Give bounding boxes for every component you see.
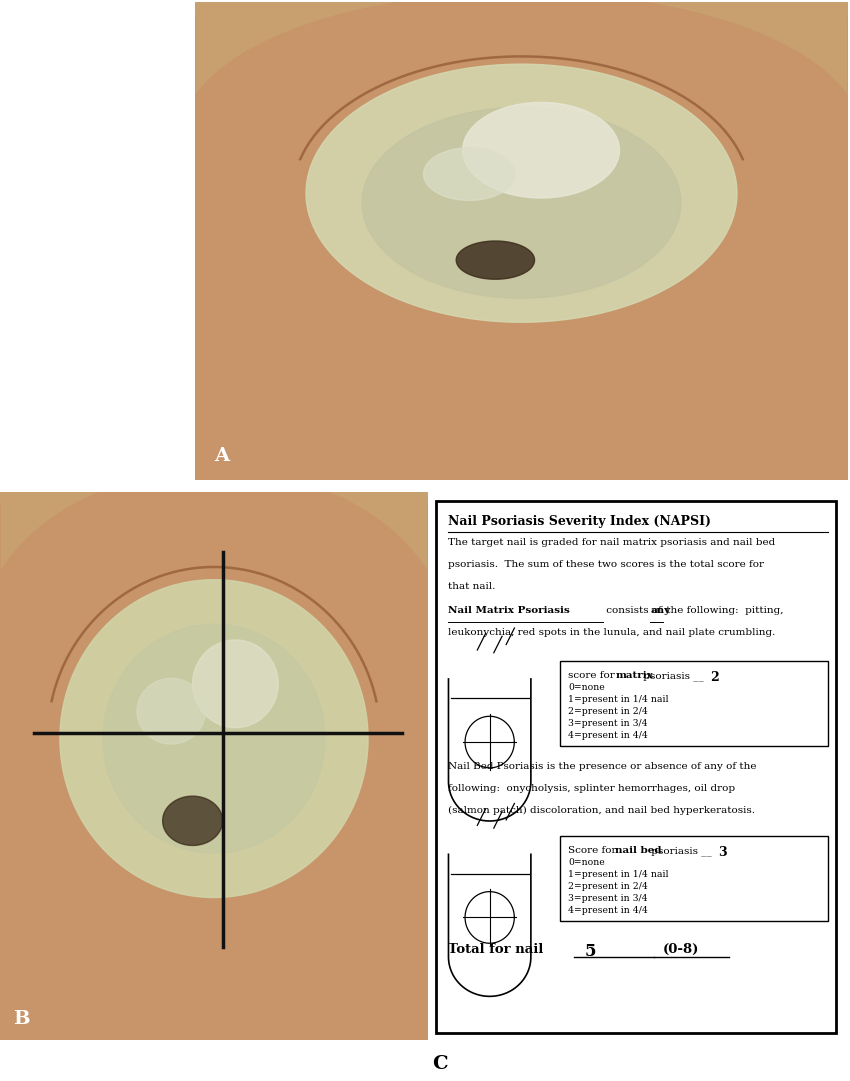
Text: 1=present in 1/4 nail: 1=present in 1/4 nail xyxy=(568,695,669,704)
Text: 5: 5 xyxy=(585,944,596,960)
Text: 2=present in 2/4: 2=present in 2/4 xyxy=(568,882,648,892)
Polygon shape xyxy=(306,64,737,322)
Text: following:  onycholysis, splinter hemorrhages, oil drop: following: onycholysis, splinter hemorrh… xyxy=(449,785,735,793)
Text: C: C xyxy=(432,1055,448,1073)
Text: leukonychia, red spots in the lunula, and nail plate crumbling.: leukonychia, red spots in the lunula, an… xyxy=(449,628,776,637)
FancyBboxPatch shape xyxy=(436,501,836,1032)
Text: A: A xyxy=(214,446,230,465)
Text: (salmon patch) discoloration, and nail bed hyperkeratosis.: (salmon patch) discoloration, and nail b… xyxy=(449,806,756,815)
Bar xyxy=(0,903,428,1040)
Text: Total for nail: Total for nail xyxy=(449,944,544,957)
Polygon shape xyxy=(162,796,223,845)
Polygon shape xyxy=(0,470,450,1040)
Text: psoriasis.  The sum of these two scores is the total score for: psoriasis. The sum of these two scores i… xyxy=(449,560,764,569)
Polygon shape xyxy=(193,640,278,728)
Text: psoriasis __: psoriasis __ xyxy=(649,846,712,856)
Text: nail bed: nail bed xyxy=(615,846,662,855)
Polygon shape xyxy=(103,624,325,853)
Text: B: B xyxy=(13,1010,30,1028)
Text: the following:  pitting,: the following: pitting, xyxy=(663,606,783,615)
Text: 2=present in 2/4: 2=present in 2/4 xyxy=(568,707,648,716)
Bar xyxy=(195,328,848,480)
Text: Nail Matrix Psoriasis: Nail Matrix Psoriasis xyxy=(449,606,570,615)
Text: psoriasis __: psoriasis __ xyxy=(640,671,704,681)
Text: Score for: Score for xyxy=(568,846,620,855)
Text: 1=present in 1/4 nail: 1=present in 1/4 nail xyxy=(568,870,669,879)
FancyBboxPatch shape xyxy=(559,837,828,921)
Text: any: any xyxy=(650,606,671,615)
Text: 4=present in 4/4: 4=present in 4/4 xyxy=(568,731,648,740)
Text: (0-8): (0-8) xyxy=(663,944,699,957)
Text: that nail.: that nail. xyxy=(449,582,496,590)
Polygon shape xyxy=(423,148,515,200)
FancyBboxPatch shape xyxy=(559,660,828,746)
Text: 3: 3 xyxy=(718,846,727,859)
Polygon shape xyxy=(456,241,535,279)
Text: 2: 2 xyxy=(710,671,719,684)
Polygon shape xyxy=(60,579,368,897)
Text: Nail Psoriasis Severity Index (NAPSI): Nail Psoriasis Severity Index (NAPSI) xyxy=(449,515,711,528)
Polygon shape xyxy=(182,0,850,480)
Text: matrix: matrix xyxy=(615,671,653,680)
Polygon shape xyxy=(137,678,206,744)
Text: 3=present in 3/4: 3=present in 3/4 xyxy=(568,719,648,729)
Text: score for: score for xyxy=(568,671,618,680)
Text: consists of: consists of xyxy=(603,606,665,615)
Polygon shape xyxy=(462,103,620,198)
Polygon shape xyxy=(362,107,681,298)
Text: 0=none: 0=none xyxy=(568,683,604,692)
Text: 0=none: 0=none xyxy=(568,858,604,867)
Text: The target nail is graded for nail matrix psoriasis and nail bed: The target nail is graded for nail matri… xyxy=(449,537,776,547)
Text: Nail Bed Psoriasis is the presence or absence of any of the: Nail Bed Psoriasis is the presence or ab… xyxy=(449,762,757,772)
Text: 4=present in 4/4: 4=present in 4/4 xyxy=(568,907,648,916)
Text: 3=present in 3/4: 3=present in 3/4 xyxy=(568,894,648,904)
